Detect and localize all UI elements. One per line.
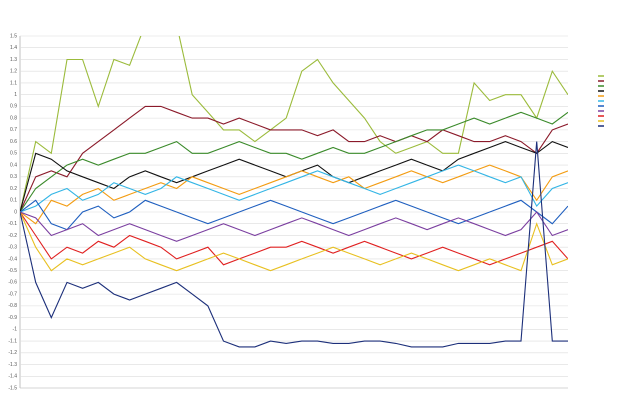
y-tick-label: -0.5 bbox=[8, 268, 17, 274]
y-tick-label: 1.1 bbox=[10, 80, 17, 86]
y-tick-label: 1.5 bbox=[10, 33, 17, 39]
y-tick-label: -0.9 bbox=[8, 315, 17, 321]
y-tick-label: -0.6 bbox=[8, 280, 17, 286]
y-tick-label: -0.7 bbox=[8, 291, 17, 297]
y-tick-label: 0.8 bbox=[10, 115, 17, 121]
y-tick-label: -1.2 bbox=[8, 350, 17, 356]
y-tick-label: -0.3 bbox=[8, 245, 17, 251]
y-tick-label: 0.5 bbox=[10, 151, 17, 157]
series-line bbox=[20, 105, 568, 213]
y-tick-label: -1.3 bbox=[8, 362, 17, 368]
y-tick-label: 0.4 bbox=[10, 162, 17, 168]
series-line bbox=[20, 211, 568, 242]
y-tick-label: -1.5 bbox=[8, 385, 17, 391]
y-tick-label: 0.2 bbox=[10, 186, 17, 192]
series-line bbox=[20, 211, 568, 272]
y-tick-label: 1.3 bbox=[10, 57, 17, 63]
y-tick-label: -0.4 bbox=[8, 256, 17, 262]
y-tick-label: -1.4 bbox=[8, 374, 17, 380]
y-tick-label: -1.1 bbox=[8, 338, 17, 344]
y-tick-label: 1.2 bbox=[10, 69, 17, 75]
y-tick-label: 0.1 bbox=[10, 198, 17, 204]
y-tick-label: 1 bbox=[14, 92, 17, 98]
y-tick-label: 0.6 bbox=[10, 139, 17, 145]
series-line bbox=[20, 36, 568, 213]
series-line bbox=[20, 141, 568, 348]
series-line bbox=[20, 111, 568, 213]
legend bbox=[598, 75, 604, 127]
y-tick-label: 0.9 bbox=[10, 104, 17, 110]
series-line bbox=[20, 199, 568, 231]
y-tick-label: -0.8 bbox=[8, 303, 17, 309]
y-tick-label: 0 bbox=[14, 209, 17, 215]
series-line bbox=[20, 164, 568, 225]
y-tick-label: -0.1 bbox=[8, 221, 17, 227]
y-tick-label: 1.4 bbox=[10, 45, 17, 51]
y-tick-label: -1 bbox=[13, 327, 18, 333]
plot-area bbox=[20, 36, 568, 348]
series-line bbox=[20, 164, 568, 213]
series-line bbox=[20, 211, 568, 266]
grid: 1.5 1.4 1.3 1.2 1.1 1 0.9 0.8 0.7 0.6 0.5 0.4 0.3 0.2… bbox=[8, 33, 568, 391]
y-tick-label: -0.2 bbox=[8, 233, 17, 239]
y-tick-label: 0.7 bbox=[10, 127, 17, 133]
y-tick-label: 0.3 bbox=[10, 174, 17, 180]
